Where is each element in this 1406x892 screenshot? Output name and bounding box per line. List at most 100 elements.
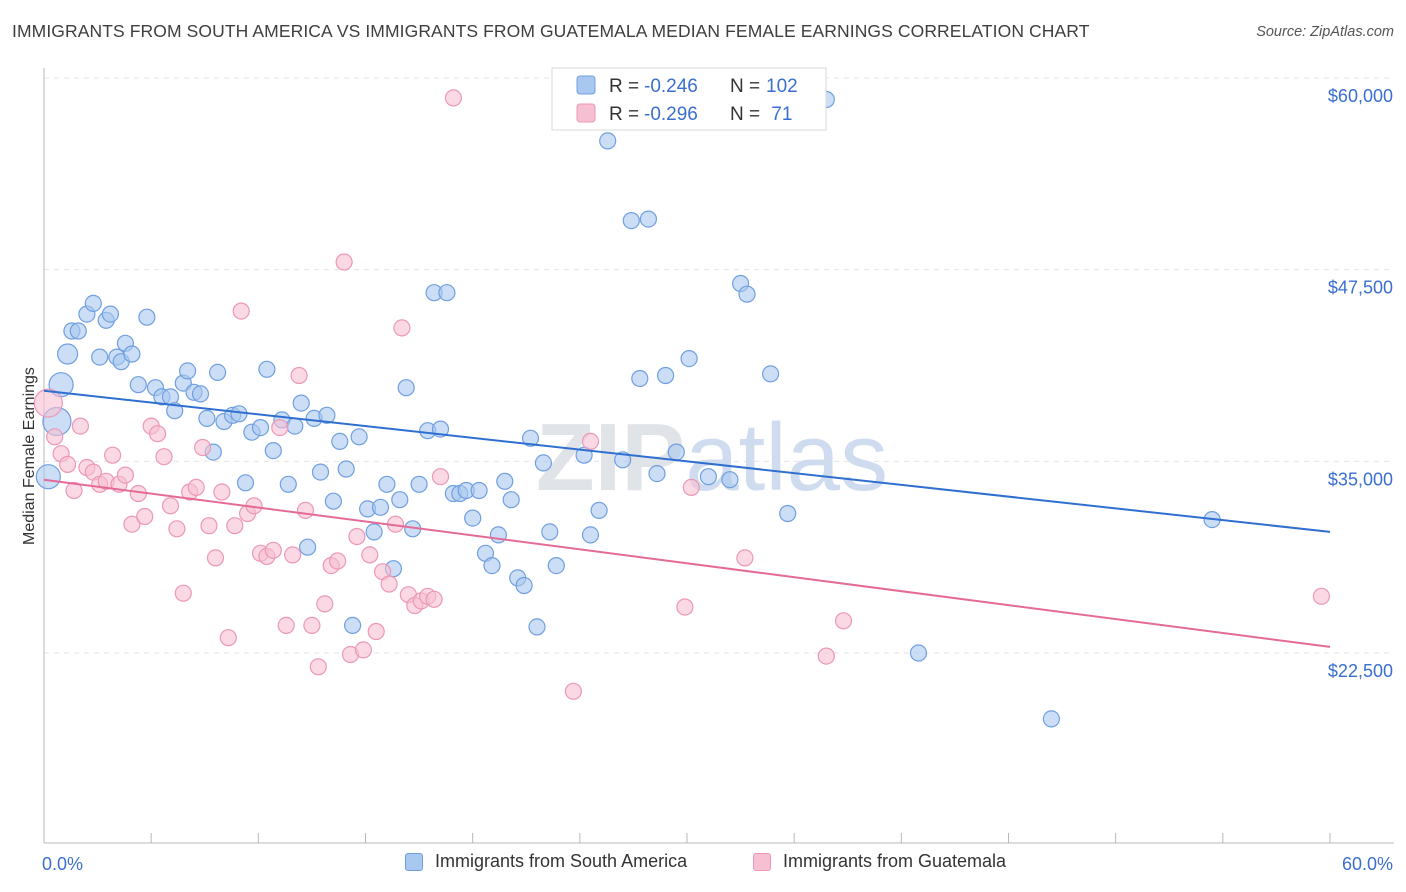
point-immigrants-from-south-america bbox=[631, 369, 649, 388]
point-immigrants-from-south-america bbox=[337, 460, 355, 478]
point-immigrants-from-south-america bbox=[680, 350, 698, 368]
x-ticks: 0.0% 60.0% bbox=[42, 833, 1393, 874]
point-immigrants-from-south-america bbox=[279, 475, 297, 493]
point-immigrants-from-guatemala bbox=[33, 388, 63, 418]
point-immigrants-from-guatemala bbox=[1312, 587, 1331, 605]
point-immigrants-from-south-america bbox=[191, 385, 210, 403]
point-immigrants-from-south-america bbox=[258, 360, 276, 378]
point-immigrants-from-south-america bbox=[541, 523, 559, 541]
point-immigrants-from-south-america bbox=[470, 481, 488, 500]
point-immigrants-from-guatemala bbox=[271, 419, 289, 437]
point-immigrants-from-south-america bbox=[35, 464, 61, 490]
point-immigrants-from-guatemala bbox=[444, 89, 462, 107]
legend-row-guatemala: R = -0.296 N = 71 bbox=[0, 104, 819, 125]
point-immigrants-from-south-america bbox=[622, 212, 640, 230]
legend-top: R = -0.246 N = 102 R = -0.296 N = 71 bbox=[0, 67, 827, 131]
point-immigrants-from-south-america bbox=[365, 523, 383, 541]
legend-item-south-america[interactable]: Immigrants from South America bbox=[405, 851, 687, 872]
point-immigrants-from-south-america bbox=[378, 475, 396, 493]
point-immigrants-from-guatemala bbox=[174, 584, 192, 602]
source-label: Source: ZipAtlas.com bbox=[1256, 24, 1394, 40]
point-immigrants-from-guatemala bbox=[329, 552, 347, 570]
point-immigrants-from-guatemala bbox=[290, 366, 308, 385]
point-immigrants-from-south-america bbox=[166, 402, 184, 420]
chart-title: IMMIGRANTS FROM SOUTH AMERICA VS IMMIGRA… bbox=[12, 21, 1090, 41]
point-immigrants-from-south-america bbox=[391, 491, 409, 509]
point-immigrants-from-guatemala bbox=[232, 302, 250, 320]
point-immigrants-from-south-america bbox=[84, 294, 102, 312]
point-immigrants-from-south-america bbox=[721, 471, 739, 489]
point-immigrants-from-south-america bbox=[521, 429, 540, 447]
grid-lines bbox=[44, 77, 1394, 654]
point-immigrants-from-guatemala bbox=[834, 612, 853, 630]
point-immigrants-from-south-america bbox=[311, 463, 330, 481]
point-immigrants-from-guatemala bbox=[58, 455, 77, 473]
point-immigrants-from-south-america bbox=[236, 474, 255, 492]
x-tick-label: 60.0% bbox=[1342, 854, 1393, 874]
point-immigrants-from-south-america bbox=[502, 491, 520, 509]
y-tick-label: $22,500 bbox=[1328, 661, 1393, 681]
point-immigrants-from-south-america bbox=[56, 343, 79, 365]
point-immigrants-from-south-america bbox=[350, 428, 368, 446]
point-immigrants-from-guatemala bbox=[116, 466, 135, 484]
point-immigrants-from-guatemala bbox=[155, 448, 173, 466]
point-immigrants-from-guatemala bbox=[226, 517, 244, 535]
point-immigrants-from-guatemala bbox=[149, 425, 167, 443]
point-immigrants-from-guatemala bbox=[168, 520, 186, 538]
point-immigrants-from-south-america bbox=[528, 618, 546, 636]
point-immigrants-from-guatemala bbox=[380, 575, 398, 593]
point-immigrants-from-guatemala bbox=[103, 446, 122, 464]
point-immigrants-from-guatemala bbox=[187, 478, 205, 496]
point-immigrants-from-guatemala bbox=[219, 629, 237, 647]
trend-lines bbox=[43, 389, 1331, 648]
legend-label-guatemala: Immigrants from Guatemala bbox=[783, 851, 1007, 871]
legend-swatch-south-america bbox=[576, 75, 596, 95]
point-immigrants-from-south-america bbox=[410, 475, 428, 493]
point-immigrants-from-guatemala bbox=[564, 682, 583, 700]
point-immigrants-from-guatemala bbox=[303, 616, 321, 635]
trend-line-immigrants-from-guatemala bbox=[43, 478, 1331, 648]
y-tick-label: $35,000 bbox=[1328, 469, 1393, 489]
point-immigrants-from-guatemala bbox=[284, 546, 302, 564]
point-immigrants-from-guatemala bbox=[676, 598, 694, 616]
point-immigrants-from-south-america bbox=[286, 417, 304, 435]
point-immigrants-from-south-america bbox=[69, 322, 87, 340]
point-immigrants-from-guatemala bbox=[277, 616, 295, 635]
point-immigrants-from-guatemala bbox=[136, 507, 154, 526]
point-immigrants-from-guatemala bbox=[194, 438, 212, 457]
point-immigrants-from-guatemala bbox=[736, 549, 754, 567]
point-immigrants-from-south-america bbox=[344, 616, 362, 635]
point-immigrants-from-guatemala bbox=[316, 595, 334, 613]
point-immigrants-from-guatemala bbox=[361, 546, 379, 564]
point-immigrants-from-guatemala bbox=[354, 641, 372, 659]
point-immigrants-from-guatemala bbox=[161, 497, 180, 515]
point-immigrants-from-south-america bbox=[667, 443, 685, 461]
point-immigrants-from-south-america bbox=[496, 472, 514, 490]
point-immigrants-from-south-america bbox=[299, 538, 317, 556]
point-immigrants-from-guatemala bbox=[682, 478, 700, 496]
legend-swatch-guatemala bbox=[576, 103, 596, 123]
point-immigrants-from-south-america bbox=[779, 504, 797, 523]
legend-label-south-america: Immigrants from South America bbox=[435, 851, 688, 871]
point-immigrants-from-south-america bbox=[324, 492, 342, 510]
point-immigrants-from-south-america bbox=[547, 556, 565, 575]
point-immigrants-from-south-america bbox=[738, 285, 756, 303]
y-tick-labels: $22,500 $35,000 $47,500 $60,000 bbox=[1328, 86, 1393, 681]
point-immigrants-from-south-america bbox=[91, 348, 109, 366]
legend-swatch-south-america bbox=[405, 852, 423, 871]
point-immigrants-from-south-america bbox=[515, 576, 533, 595]
point-immigrants-from-south-america bbox=[129, 376, 147, 394]
legend-item-guatemala[interactable]: Immigrants from Guatemala bbox=[753, 851, 1006, 872]
point-immigrants-from-guatemala bbox=[393, 319, 411, 337]
point-immigrants-from-guatemala bbox=[309, 658, 327, 676]
point-immigrants-from-south-america bbox=[251, 419, 270, 437]
point-immigrants-from-south-america bbox=[581, 526, 600, 544]
point-immigrants-from-south-america bbox=[264, 442, 282, 460]
point-immigrants-from-guatemala bbox=[335, 253, 353, 271]
point-immigrants-from-south-america bbox=[614, 451, 632, 469]
trend-line-immigrants-from-south-america bbox=[43, 389, 1331, 533]
point-immigrants-from-guatemala bbox=[200, 517, 218, 535]
y-axis-label: Median Female Earnings bbox=[21, 367, 38, 545]
point-immigrants-from-guatemala bbox=[123, 515, 141, 533]
